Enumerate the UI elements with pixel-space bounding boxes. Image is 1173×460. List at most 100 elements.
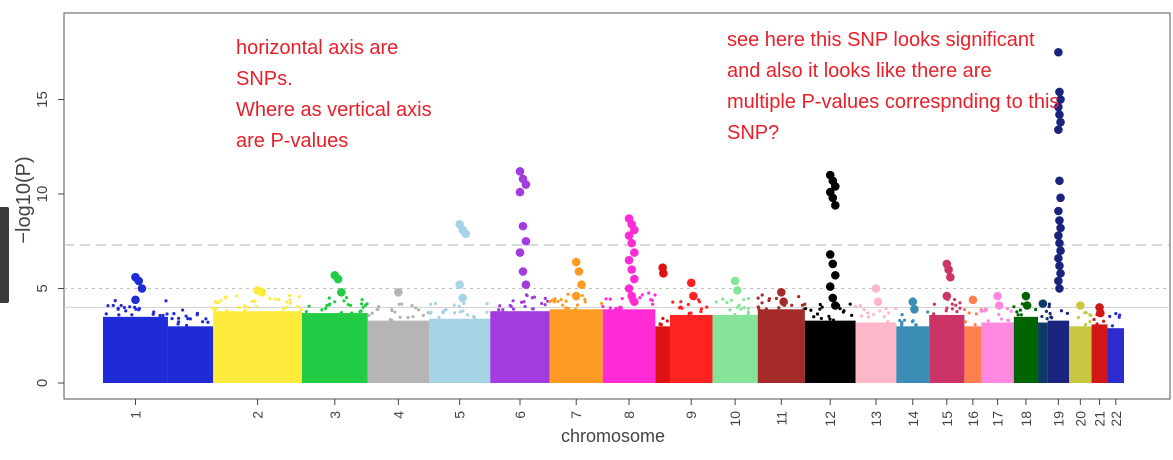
snp-hit-point [1055, 238, 1064, 248]
snp-point [944, 309, 948, 313]
x-tick-label: 13 [868, 411, 884, 427]
snp-point [764, 307, 768, 311]
x-tick-label: 20 [1072, 411, 1088, 427]
snp-point [281, 307, 286, 311]
snp-point [501, 308, 505, 312]
snp-point [699, 309, 703, 314]
snp-point [820, 305, 824, 309]
snp-hit-point [1054, 47, 1063, 57]
chromosome-band [1013, 316, 1039, 383]
snp-point [444, 308, 448, 312]
plot-area-frame [63, 12, 1171, 400]
snp-point [1048, 311, 1052, 316]
snp-point [665, 319, 669, 323]
snp-hit-point [333, 274, 343, 284]
snp-point [886, 320, 890, 324]
snp-point [172, 312, 176, 316]
snp-hit-point [1054, 253, 1063, 263]
snp-point [287, 293, 292, 298]
annotation-line: SNP? [727, 122, 780, 144]
snp-point [137, 308, 141, 312]
snp-point [914, 323, 918, 327]
snp-point [124, 309, 128, 313]
snp-point [619, 306, 623, 310]
snp-hit-point [944, 265, 953, 274]
snp-point [235, 294, 239, 298]
snp-point [397, 302, 401, 306]
snp-point [973, 323, 977, 327]
snp-point [254, 304, 259, 309]
snp-point [177, 320, 181, 324]
snp-point [742, 306, 746, 310]
chromosome-band [981, 322, 1014, 383]
snp-point [797, 294, 801, 299]
side-panel-tab[interactable] [0, 207, 9, 303]
snp-hit-point [831, 201, 840, 210]
snp-point [650, 298, 654, 302]
snp-point [767, 297, 772, 301]
snp-hit-point [828, 193, 838, 203]
snp-point [188, 317, 192, 321]
snp-hit-point [521, 180, 531, 189]
snp-point [186, 317, 190, 321]
snp-point [746, 306, 750, 311]
snp-point [288, 298, 292, 302]
snp-point [543, 303, 547, 307]
y-tick-label: 10 [34, 186, 51, 203]
snp-hit-point [1056, 223, 1065, 233]
snp-hit-point [627, 238, 636, 248]
snp-point [195, 313, 199, 317]
snp-point [414, 306, 418, 310]
snp-point [367, 313, 371, 317]
snp-point [346, 303, 350, 307]
chromosome-band [1069, 326, 1092, 383]
chromosome-band [103, 316, 168, 383]
chromosome-band [1038, 322, 1048, 383]
snp-point [485, 302, 489, 306]
snp-point [860, 314, 864, 318]
snp-point [950, 302, 954, 306]
snp-hit-point [1055, 261, 1064, 271]
snp-point [158, 313, 162, 318]
snp-hit-point [1056, 269, 1065, 278]
snp-point [1088, 313, 1092, 317]
snp-point [201, 320, 205, 324]
annotation-line: horizontal axis are [236, 37, 399, 59]
snp-point [945, 306, 949, 310]
y-tick-label: 15 [34, 91, 51, 108]
snp-point [687, 313, 691, 317]
chromosome-bands [103, 309, 1124, 383]
snp-point [429, 302, 433, 306]
snp-point [390, 308, 394, 313]
snp-point [520, 300, 524, 304]
snp-point [1009, 309, 1013, 313]
chromosome-band [429, 318, 491, 383]
snp-point [323, 306, 328, 311]
snp-point [742, 297, 746, 302]
x-axis-ticks: 1 2 3 4 5 6 7 8 9 10 11 12 13 14 15 16 17 18 19 20 21 22 [127, 399, 1124, 427]
snp-point [1118, 313, 1122, 317]
snp-point [543, 296, 547, 300]
snp-point [1102, 319, 1106, 323]
chromosome-band [964, 326, 982, 383]
snp-point [760, 293, 764, 297]
x-axis-label: chromosome [561, 426, 665, 446]
x-tick-label: 8 [621, 411, 637, 419]
snp-point [651, 302, 655, 306]
snp-point [1015, 310, 1019, 314]
snp-point [1108, 314, 1112, 319]
snp-point [887, 311, 891, 315]
snp-point [307, 304, 311, 308]
snp-hit-point [337, 287, 346, 297]
snp-point [979, 309, 984, 313]
chromosome-band [855, 322, 897, 383]
snp-point [548, 299, 552, 304]
snp-point [113, 298, 117, 303]
snp-point [986, 319, 990, 323]
snp-hit-point [1056, 117, 1065, 127]
snp-point [1047, 304, 1051, 309]
snp-point [705, 305, 709, 309]
snp-point [273, 297, 277, 301]
chromosome-band [929, 314, 965, 383]
snp-point [360, 298, 364, 302]
